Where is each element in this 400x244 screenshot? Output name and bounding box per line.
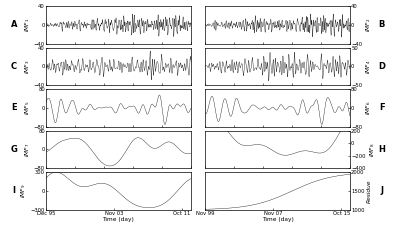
X-axis label: Time (day): Time (day) [262,217,294,222]
Text: C: C [11,62,17,71]
Text: J: J [380,186,383,195]
Y-axis label: IMF$_7$: IMF$_7$ [23,142,32,157]
Y-axis label: IMF$_5$: IMF$_5$ [23,101,32,115]
Y-axis label: IMF$_1$: IMF$_1$ [23,18,32,32]
Text: G: G [11,145,18,154]
Text: B: B [379,20,385,30]
Y-axis label: IMF$_9$: IMF$_9$ [20,184,28,198]
X-axis label: Time (day): Time (day) [102,217,134,222]
Y-axis label: IMF$_6$: IMF$_6$ [364,101,373,115]
Y-axis label: Residue: Residue [367,179,372,203]
Y-axis label: IMF$_4$: IMF$_4$ [364,59,373,74]
Text: F: F [379,103,385,112]
Y-axis label: IMF$_3$: IMF$_3$ [23,59,32,74]
Text: I: I [13,186,16,195]
Y-axis label: IMF$_8$: IMF$_8$ [368,142,376,157]
Text: A: A [11,20,18,30]
Text: D: D [378,62,385,71]
Text: H: H [378,145,385,154]
Text: E: E [11,103,17,112]
Y-axis label: IMF$_2$: IMF$_2$ [364,18,373,32]
